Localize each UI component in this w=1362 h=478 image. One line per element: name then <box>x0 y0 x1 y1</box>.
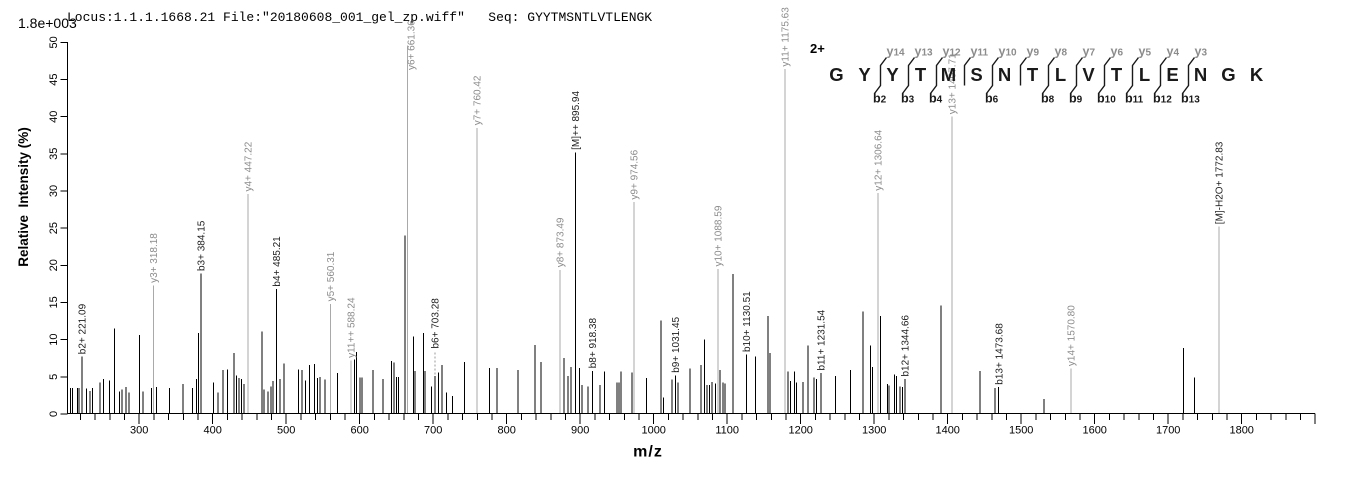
svg-text:G: G <box>1221 64 1235 85</box>
svg-text:y12+ 1306.64: y12+ 1306.64 <box>874 129 885 190</box>
svg-text:[M]++ 895.94: [M]++ 895.94 <box>571 91 582 150</box>
svg-text:0: 0 <box>48 411 60 417</box>
svg-text:L: L <box>1139 64 1150 85</box>
svg-text:b10: b10 <box>1097 92 1116 106</box>
svg-text:b8+ 918.38: b8+ 918.38 <box>588 318 599 369</box>
svg-text:S: S <box>970 64 982 85</box>
svg-text:K: K <box>1250 64 1264 85</box>
svg-text:T: T <box>1111 64 1123 85</box>
svg-text:y6+ 661.36: y6+ 661.36 <box>407 20 418 70</box>
svg-text:b11+ 1231.54: b11+ 1231.54 <box>817 309 828 370</box>
svg-text:Y: Y <box>886 64 899 85</box>
svg-text:5: 5 <box>48 374 60 380</box>
svg-text:b8: b8 <box>1041 92 1055 106</box>
svg-text:b13+ 1473.68: b13+ 1473.68 <box>995 323 1006 385</box>
svg-text:y14: y14 <box>887 45 906 59</box>
svg-text:1500: 1500 <box>1009 425 1033 437</box>
svg-text:y3: y3 <box>1195 45 1208 59</box>
svg-text:y12: y12 <box>943 45 962 59</box>
svg-text:b4+ 485.21: b4+ 485.21 <box>272 236 283 287</box>
svg-text:50: 50 <box>48 36 60 48</box>
svg-text:b9: b9 <box>1069 92 1083 106</box>
svg-text:b11: b11 <box>1125 92 1144 106</box>
svg-text:b6: b6 <box>985 92 999 106</box>
svg-text:30: 30 <box>48 185 60 197</box>
svg-text:y10+ 1088.59: y10+ 1088.59 <box>714 205 725 266</box>
svg-text:y13+ 1407.71: y13+ 1407.71 <box>948 53 959 114</box>
svg-text:E: E <box>1166 64 1178 85</box>
svg-text:1300: 1300 <box>862 425 886 437</box>
svg-text:b2: b2 <box>873 92 887 106</box>
svg-text:20: 20 <box>48 259 60 271</box>
svg-text:1.8e+003: 1.8e+003 <box>18 15 77 31</box>
svg-text:b3+ 384.15: b3+ 384.15 <box>197 220 208 271</box>
svg-text:800: 800 <box>498 425 516 437</box>
svg-text:L: L <box>1055 64 1066 85</box>
svg-text:b3: b3 <box>901 92 915 106</box>
svg-text:y11++ 588.24: y11++ 588.24 <box>347 297 358 358</box>
svg-text:1400: 1400 <box>935 425 959 437</box>
svg-text:1700: 1700 <box>1156 425 1180 437</box>
svg-text:y11+ 1175.63: y11+ 1175.63 <box>781 7 792 67</box>
svg-text:y10: y10 <box>999 45 1018 59</box>
svg-text:y3+ 318.18: y3+ 318.18 <box>149 233 160 283</box>
svg-text:N: N <box>1194 64 1207 85</box>
svg-text:35: 35 <box>48 148 60 160</box>
svg-text:Relative Intensity (%): Relative Intensity (%) <box>16 127 31 267</box>
svg-text:y6: y6 <box>1111 45 1124 59</box>
svg-text:400: 400 <box>204 425 222 437</box>
svg-text:Y: Y <box>858 64 871 85</box>
svg-text:700: 700 <box>424 425 442 437</box>
svg-text:1800: 1800 <box>1229 425 1253 437</box>
svg-text:y9+ 974.56: y9+ 974.56 <box>630 149 641 199</box>
svg-text:1000: 1000 <box>641 425 665 437</box>
svg-text:y4+ 447.22: y4+ 447.22 <box>244 141 255 191</box>
svg-text:y8+ 873.49: y8+ 873.49 <box>556 217 567 267</box>
svg-text:b12: b12 <box>1153 92 1172 106</box>
svg-text:y7: y7 <box>1083 45 1096 59</box>
svg-text:y5: y5 <box>1139 45 1152 59</box>
svg-text:b9+ 1031.45: b9+ 1031.45 <box>671 316 682 372</box>
svg-text:500: 500 <box>277 425 295 437</box>
svg-text:m/z: m/z <box>633 444 663 461</box>
svg-text:600: 600 <box>351 425 369 437</box>
svg-text:b12+ 1344.66: b12+ 1344.66 <box>901 315 912 377</box>
svg-text:45: 45 <box>48 73 60 85</box>
svg-text:y13: y13 <box>915 45 934 59</box>
svg-text:G: G <box>829 64 843 85</box>
svg-text:T: T <box>1027 64 1039 85</box>
svg-text:b2+ 221.09: b2+ 221.09 <box>78 303 89 354</box>
svg-text:15: 15 <box>48 296 60 308</box>
svg-text:y8: y8 <box>1055 45 1068 59</box>
svg-text:40: 40 <box>48 111 60 123</box>
svg-text:b4: b4 <box>929 92 943 106</box>
svg-text:300: 300 <box>130 425 148 437</box>
svg-text:2+: 2+ <box>810 41 825 56</box>
svg-text:y4: y4 <box>1167 45 1180 59</box>
svg-text:b10+ 1130.51: b10+ 1130.51 <box>742 291 753 352</box>
svg-text:y7+ 760.42: y7+ 760.42 <box>473 75 484 125</box>
svg-text:900: 900 <box>571 425 589 437</box>
svg-text:1200: 1200 <box>788 425 812 437</box>
svg-text:1600: 1600 <box>1082 425 1106 437</box>
svg-text:y14+ 1570.80: y14+ 1570.80 <box>1067 305 1078 366</box>
svg-text:M: M <box>941 64 956 85</box>
svg-text:y9: y9 <box>1027 45 1040 59</box>
svg-text:V: V <box>1082 64 1095 85</box>
svg-text:1100: 1100 <box>715 425 739 437</box>
svg-text:b13: b13 <box>1181 92 1200 106</box>
svg-text:25: 25 <box>48 222 60 234</box>
svg-text:y5+ 560.31: y5+ 560.31 <box>326 251 337 301</box>
svg-text:T: T <box>915 64 927 85</box>
svg-text:Locus:1.1.1.1668.21 File:"2018: Locus:1.1.1.1668.21 File:"20180608_001_g… <box>67 10 652 25</box>
svg-text:N: N <box>998 64 1011 85</box>
svg-text:[M]-H2O+ 1772.83: [M]-H2O+ 1772.83 <box>1215 141 1226 224</box>
svg-text:y11: y11 <box>971 45 989 59</box>
svg-text:10: 10 <box>48 333 60 345</box>
svg-text:b6+ 703.28: b6+ 703.28 <box>431 298 442 349</box>
